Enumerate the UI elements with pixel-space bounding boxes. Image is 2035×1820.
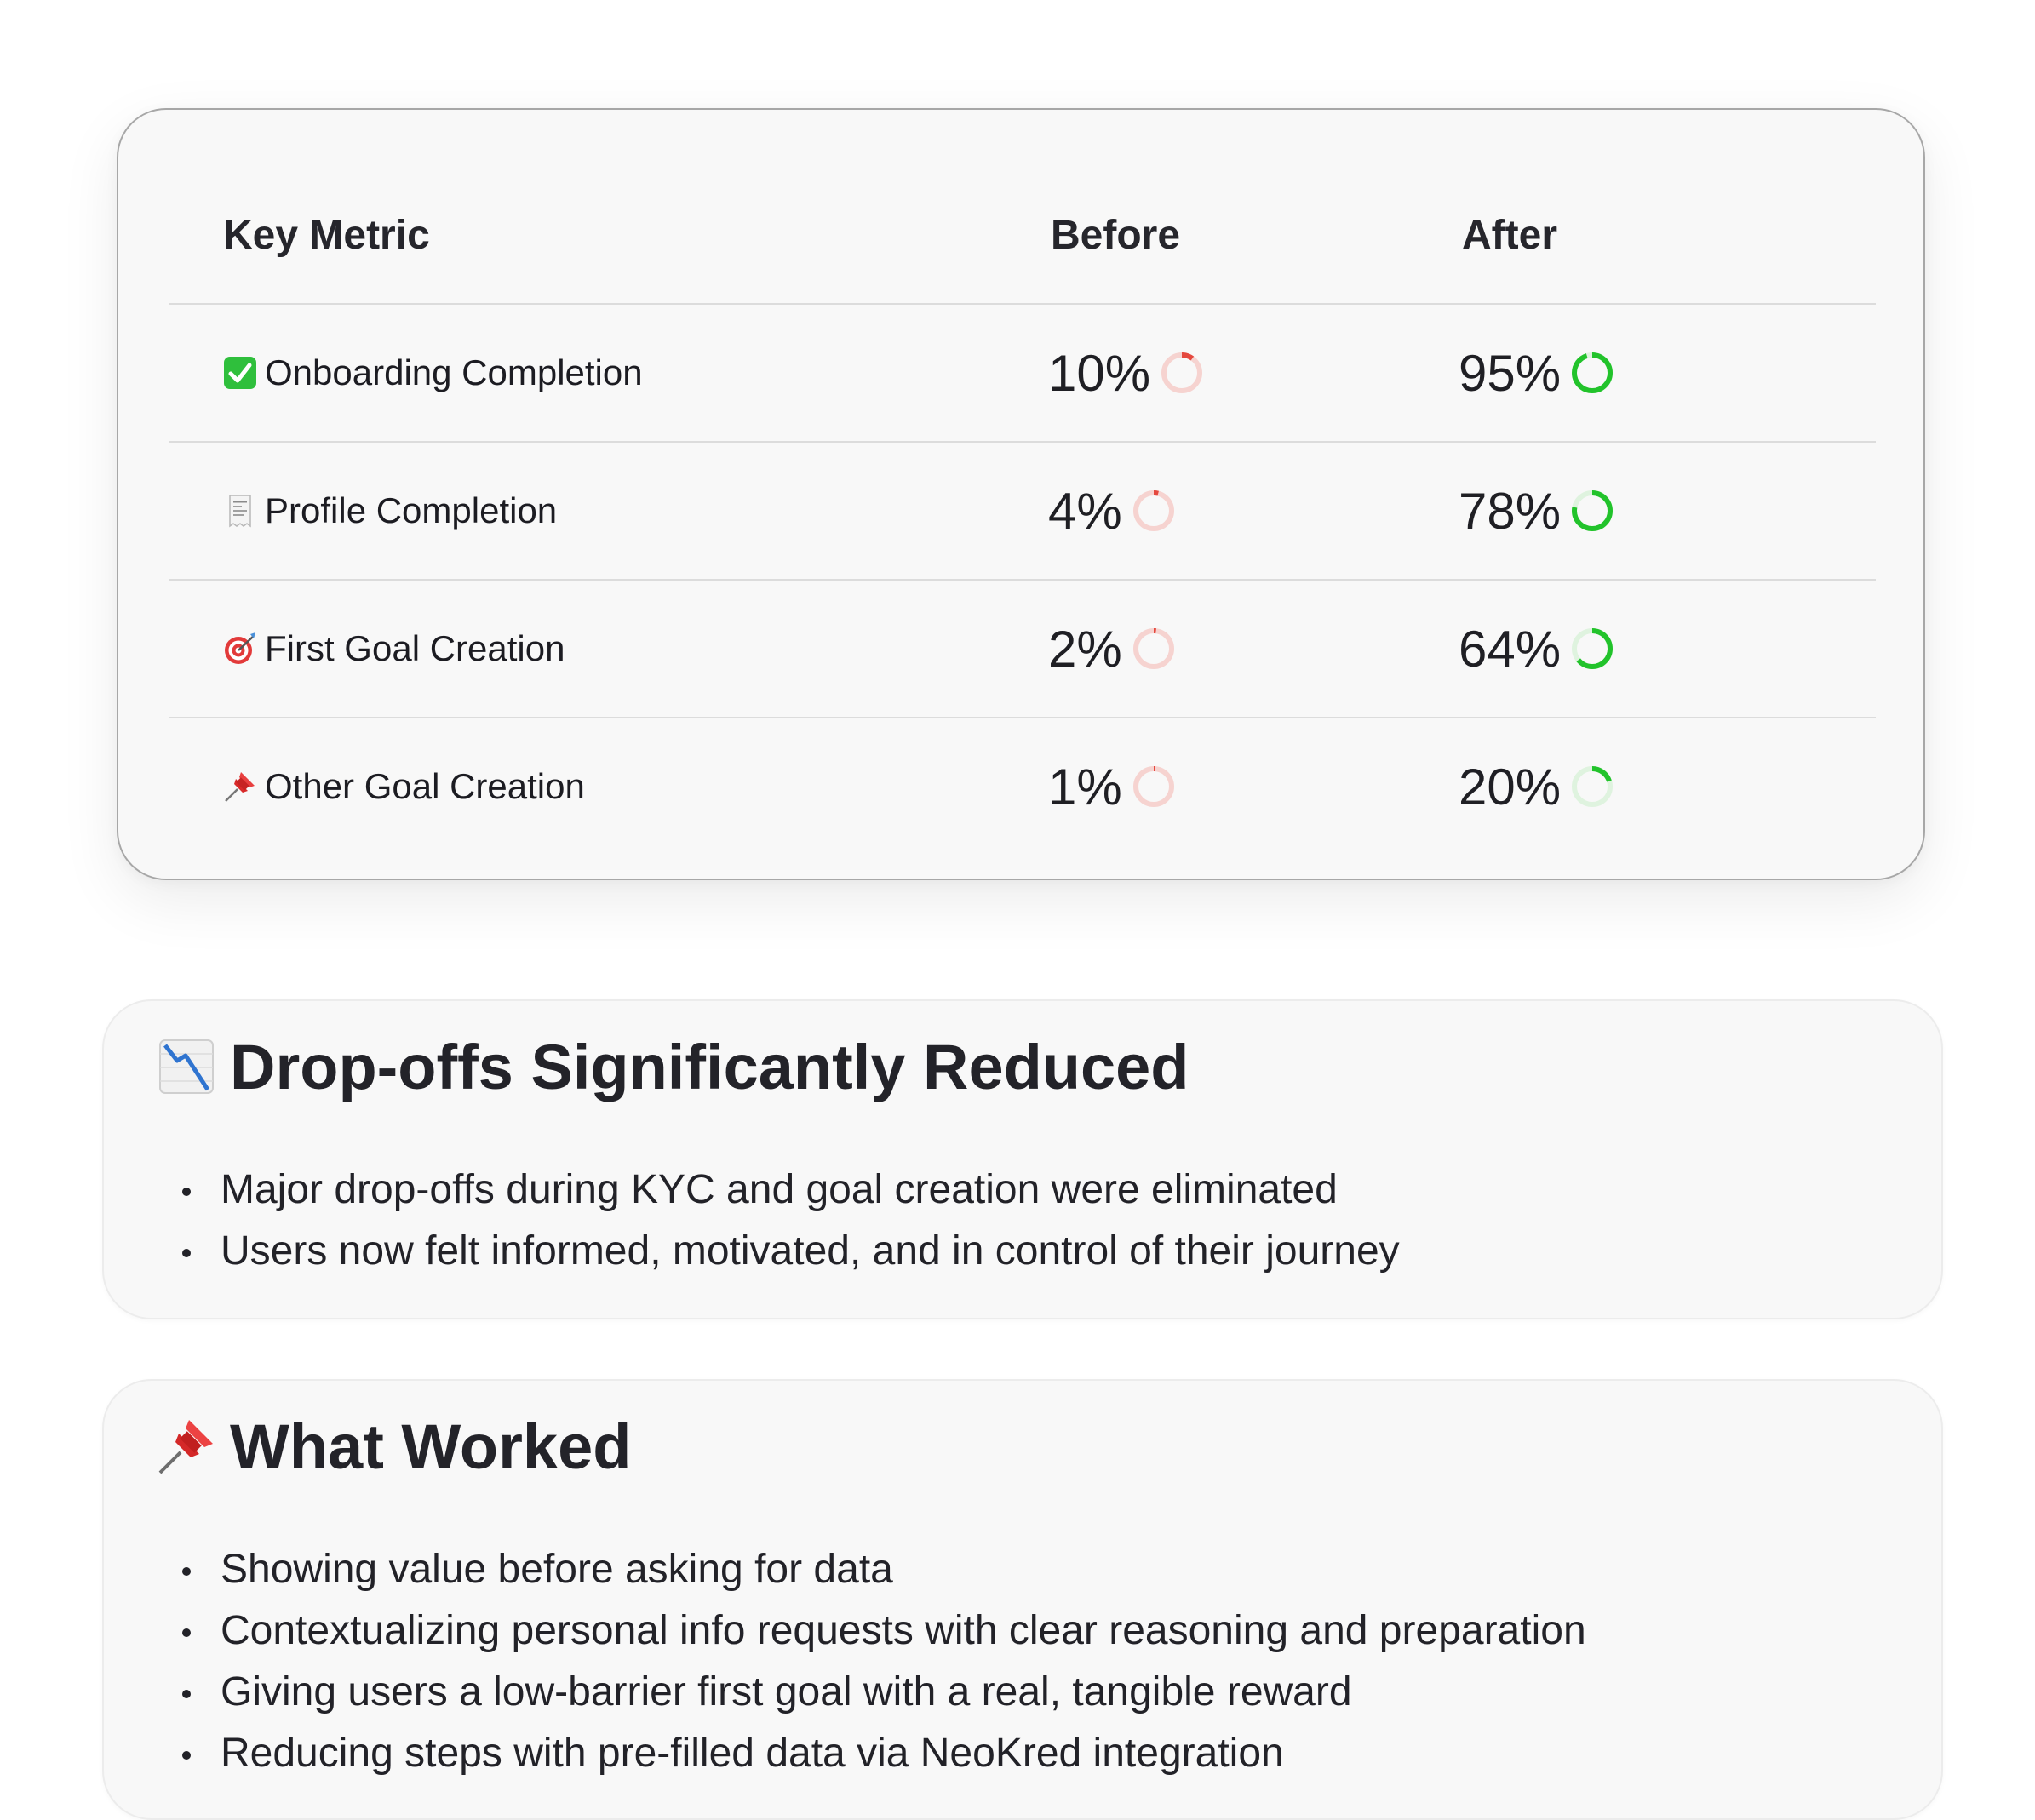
- before-value: 10%: [1048, 341, 1205, 405]
- header-before: Before: [1051, 213, 1181, 258]
- header-key-metric: Key Metric: [223, 213, 430, 258]
- section-heading: Drop-offs Significantly Reduced: [157, 1028, 1189, 1105]
- before-progress-ring: [1132, 766, 1174, 807]
- after-value: 78%: [1459, 478, 1615, 543]
- ring-track: [1132, 628, 1174, 669]
- ring-track: [1132, 490, 1174, 531]
- section-heading: What Worked: [157, 1408, 631, 1485]
- after-progress-ring: [1572, 766, 1614, 807]
- metric-cell: Onboarding Completion: [222, 347, 643, 398]
- ring-progress-arc: [1572, 490, 1614, 531]
- metric-cell: Other Goal Creation: [222, 761, 585, 812]
- row-divider: [169, 441, 1876, 443]
- before-percent: 1%: [1048, 758, 1122, 816]
- after-percent: 20%: [1459, 758, 1562, 816]
- bullet-item: Giving users a low-barrier first goal wi…: [182, 1662, 1586, 1723]
- section-title: Drop-offs Significantly Reduced: [230, 1031, 1189, 1102]
- row-divider: [169, 717, 1876, 718]
- before-progress-ring: [1132, 628, 1174, 669]
- receipt-icon: [222, 493, 258, 529]
- ring-progress-arc: [1161, 352, 1203, 393]
- header-after: After: [1462, 213, 1558, 258]
- after-progress-ring: [1572, 490, 1614, 531]
- before-percent: 10%: [1048, 344, 1151, 402]
- table-row: Profile Completion 4% 78%: [169, 441, 1876, 579]
- row-divider: [169, 303, 1876, 305]
- table-row: Onboarding Completion 10% 95%: [169, 303, 1876, 441]
- after-percent: 95%: [1459, 344, 1562, 402]
- after-progress-ring: [1572, 352, 1614, 393]
- ring-progress-arc: [1132, 628, 1174, 669]
- after-percent: 78%: [1459, 482, 1562, 540]
- before-value: 4%: [1048, 478, 1177, 543]
- after-value: 20%: [1459, 754, 1615, 819]
- after-value: 64%: [1459, 616, 1615, 681]
- chart-decreasing-icon: [157, 1037, 216, 1096]
- bullet-list: Showing value before asking for data Con…: [182, 1539, 1586, 1784]
- ring-progress-arc: [1132, 490, 1174, 531]
- before-progress-ring: [1161, 352, 1203, 393]
- metric-label: First Goal Creation: [265, 628, 565, 668]
- ring-track: [1132, 766, 1174, 807]
- metric-cell: First Goal Creation: [222, 623, 565, 674]
- ring-progress-arc: [1572, 628, 1614, 669]
- row-divider: [169, 579, 1876, 581]
- ring-progress-arc: [1572, 352, 1614, 393]
- before-percent: 4%: [1048, 482, 1122, 540]
- ring-progress-arc: [1572, 766, 1614, 807]
- direct-hit-target-icon: [222, 631, 258, 667]
- ring-track: [1161, 352, 1203, 393]
- section-title: What Worked: [230, 1411, 632, 1482]
- pushpin-icon: [222, 769, 258, 804]
- bullet-item: Contextualizing personal info requests w…: [182, 1600, 1586, 1662]
- metric-label: Onboarding Completion: [265, 352, 643, 392]
- after-percent: 64%: [1459, 620, 1562, 678]
- bullet-item: Users now felt informed, motivated, and …: [182, 1221, 1400, 1282]
- metrics-table: Key Metric Before After Onboarding Compl…: [117, 108, 1925, 880]
- what-worked-section: What Worked Showing value before asking …: [102, 1379, 1943, 1820]
- ring-progress-arc: [1132, 766, 1174, 807]
- before-value: 1%: [1048, 754, 1177, 819]
- after-value: 95%: [1459, 341, 1615, 405]
- metric-label: Other Goal Creation: [265, 766, 585, 806]
- bullet-item: Major drop-offs during KYC and goal crea…: [182, 1159, 1400, 1221]
- pushpin-icon: [157, 1417, 216, 1476]
- table-row: First Goal Creation 2% 64%: [169, 579, 1876, 717]
- before-percent: 2%: [1048, 620, 1122, 678]
- dropoffs-section: Drop-offs Significantly Reduced Major dr…: [102, 999, 1943, 1319]
- before-progress-ring: [1132, 490, 1174, 531]
- table-row: Other Goal Creation 1% 20%: [169, 717, 1876, 855]
- metric-cell: Profile Completion: [222, 485, 557, 536]
- bullet-list: Major drop-offs during KYC and goal crea…: [182, 1159, 1400, 1282]
- before-value: 2%: [1048, 616, 1177, 681]
- bullet-item: Reducing steps with pre-filled data via …: [182, 1723, 1586, 1784]
- bullet-item: Showing value before asking for data: [182, 1539, 1586, 1600]
- metric-label: Profile Completion: [265, 490, 558, 530]
- check-mark-button-icon: [222, 355, 258, 391]
- after-progress-ring: [1572, 628, 1614, 669]
